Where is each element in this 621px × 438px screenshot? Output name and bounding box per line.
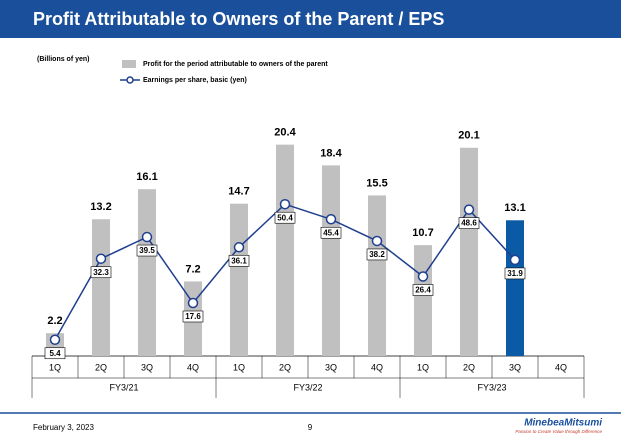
- eps-value-label: 5.4: [49, 349, 61, 358]
- x-tick-label: 3Q: [141, 362, 153, 372]
- eps-label-box: [366, 248, 388, 261]
- eps-marker: [509, 254, 521, 266]
- bar-value-label: 13.2: [90, 201, 111, 213]
- bar: [322, 165, 340, 356]
- bar-value-label: 18.4: [320, 147, 342, 159]
- bar-value-label: 10.7: [412, 227, 433, 239]
- eps-marker: [187, 297, 199, 309]
- eps-label-box: [90, 266, 112, 279]
- logo-tagline: Passion to Create Value through Differen…: [515, 429, 602, 434]
- x-tick-label: 2Q: [463, 362, 475, 372]
- eps-marker: [141, 231, 153, 243]
- x-tick-label: 2Q: [279, 362, 291, 372]
- eps-value-label: 48.6: [461, 219, 477, 228]
- bar-value-label: 7.2: [185, 263, 200, 275]
- eps-value-label: 32.3: [93, 268, 109, 277]
- eps-label-box: [182, 310, 204, 323]
- group-label: FY3/22: [293, 382, 322, 392]
- eps-label-box: [320, 226, 342, 239]
- bar-value-label: 20.1: [458, 130, 479, 142]
- x-tick-label: 3Q: [325, 362, 337, 372]
- eps-marker: [463, 204, 475, 215]
- eps-value-label: 45.4: [323, 228, 339, 237]
- bar-value-label: 16.1: [136, 171, 157, 183]
- eps-label-box: [458, 217, 480, 229]
- eps-value-label: 50.4: [277, 213, 293, 222]
- eps-marker: [325, 214, 337, 225]
- eps-value-label: 36.1: [231, 256, 247, 265]
- eps-marker: [233, 242, 245, 253]
- bar-value-label: 14.7: [228, 186, 249, 198]
- x-tick-label: 1Q: [417, 362, 429, 372]
- eps-value-label: 26.4: [415, 286, 431, 295]
- x-tick-label: 4Q: [187, 362, 199, 372]
- x-tick-label: 3Q: [509, 362, 521, 372]
- footer-date: February 3, 2023: [33, 423, 94, 432]
- eps-value-label: 39.5: [139, 246, 155, 255]
- eps-value-label: 17.6: [185, 312, 201, 321]
- group-label: FY3/21: [109, 382, 138, 392]
- bar: [276, 144, 294, 356]
- logo: MinebeaMitsumi: [524, 418, 602, 429]
- eps-marker: [371, 235, 383, 247]
- bar: [414, 245, 432, 356]
- bar: [368, 195, 386, 356]
- bar-value-label: 2.2: [47, 315, 62, 327]
- eps-label-box: [274, 211, 296, 224]
- bar: [92, 219, 110, 356]
- bar-value-label: 13.1: [504, 202, 525, 214]
- x-tick-label: 1Q: [49, 362, 61, 372]
- eps-value-label: 38.2: [369, 250, 385, 259]
- bar: [138, 189, 156, 356]
- eps-marker: [417, 271, 429, 282]
- x-tick-label: 1Q: [233, 362, 245, 372]
- bar: [506, 220, 524, 356]
- bar-value-label: 15.5: [366, 177, 387, 189]
- eps-marker: [49, 334, 61, 345]
- eps-label-box: [44, 347, 66, 360]
- bar: [230, 203, 248, 356]
- x-tick-label: 4Q: [371, 362, 383, 372]
- eps-label-box: [412, 284, 434, 296]
- legend-swatch: [122, 60, 136, 68]
- legend-label: Earnings per share, basic (yen): [143, 77, 247, 84]
- eps-label-box: [228, 254, 250, 267]
- x-tick-label: 2Q: [95, 362, 107, 372]
- eps-marker: [279, 198, 291, 210]
- eps-marker: [95, 253, 107, 264]
- x-tick-label: 4Q: [555, 362, 567, 372]
- header-bar: [0, 0, 621, 38]
- eps-label-box: [136, 244, 158, 257]
- slide-title: Profit Attributable to Owners of the Par…: [33, 9, 444, 29]
- bar-value-label: 20.4: [274, 127, 296, 139]
- legend-marker: [126, 76, 134, 84]
- unit-label: (Billions of yen): [37, 56, 90, 63]
- page-number: 9: [308, 423, 313, 432]
- group-label: FY3/23: [477, 382, 506, 392]
- eps-label-box: [504, 267, 526, 280]
- legend-label: Profit for the period attributable to ow…: [143, 61, 328, 68]
- eps-value-label: 31.9: [507, 269, 523, 278]
- bar: [460, 147, 478, 356]
